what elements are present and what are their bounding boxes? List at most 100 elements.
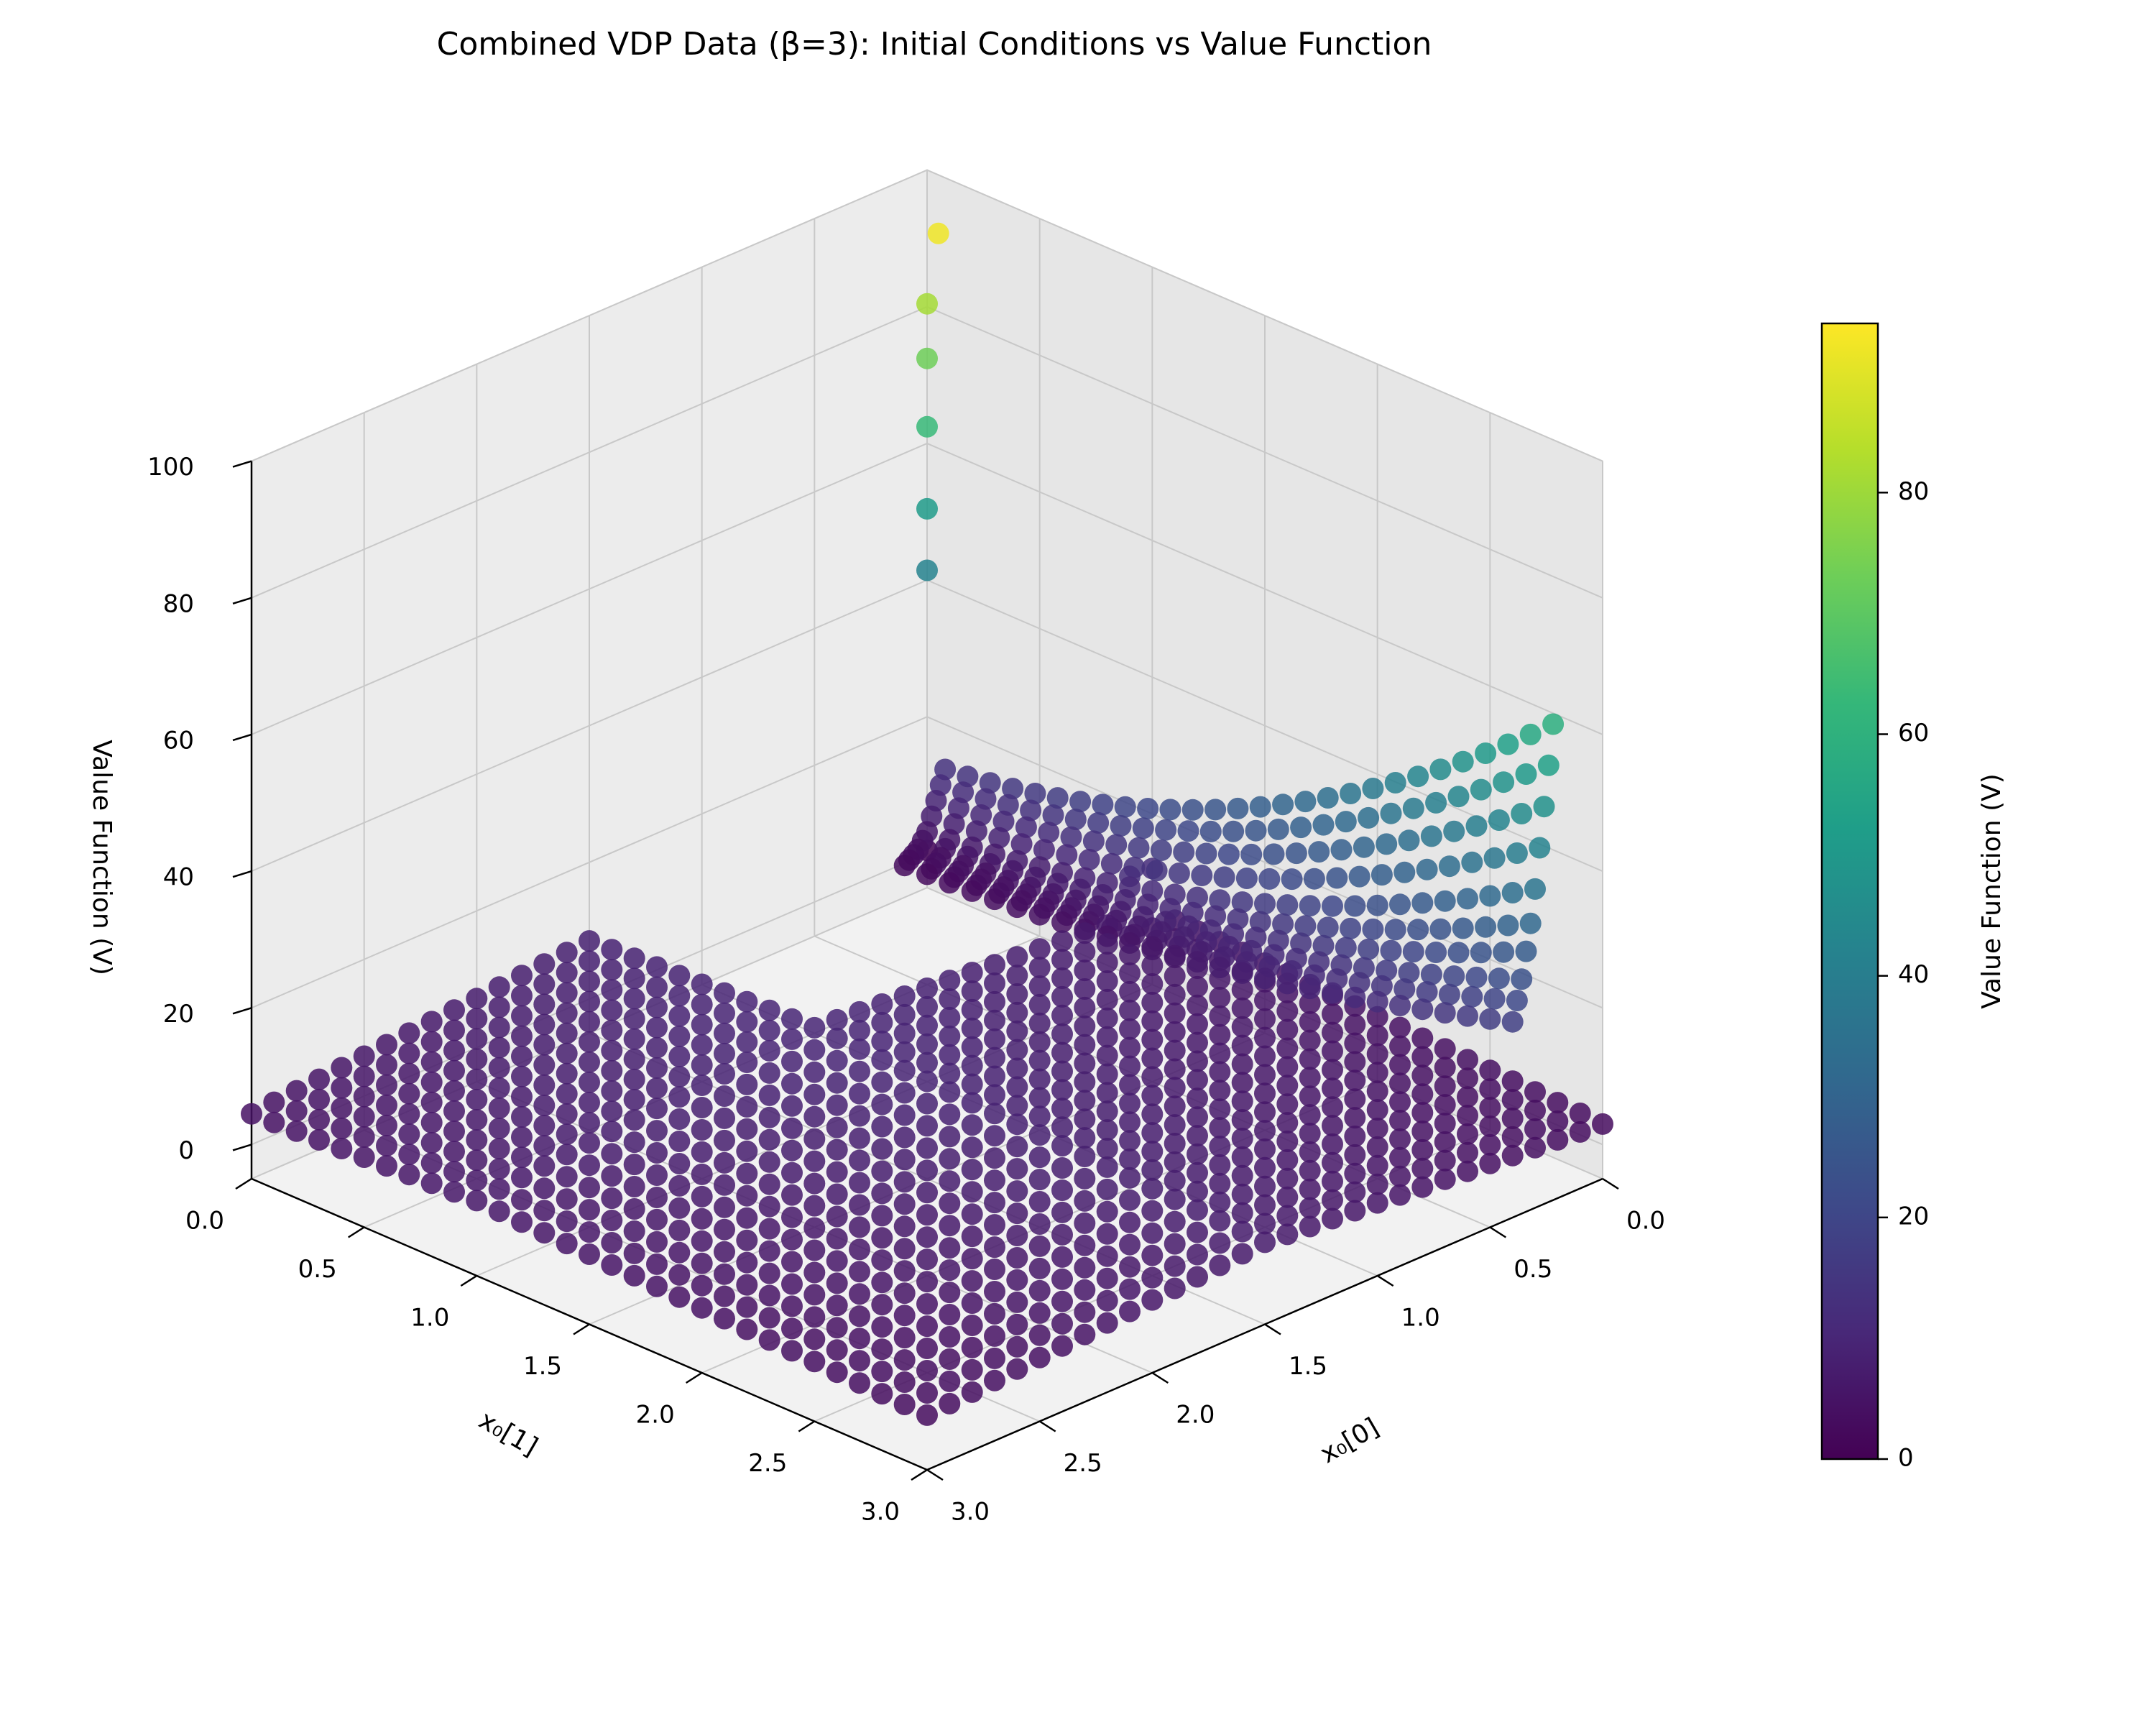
scatter-point <box>1231 978 1253 1000</box>
scatter-point <box>826 1183 848 1205</box>
scatter-point <box>871 1361 893 1383</box>
scatter-point <box>826 1161 848 1183</box>
scatter-point <box>1078 849 1100 870</box>
scatter-point <box>511 1189 533 1211</box>
scatter-point <box>556 1233 578 1255</box>
scatter-point <box>1475 916 1497 938</box>
scatter-point <box>1028 1068 1051 1090</box>
scatter-point <box>1384 919 1406 941</box>
scatter-point <box>1281 868 1303 891</box>
scatter-point <box>1006 1158 1028 1180</box>
scatter-point <box>916 1204 938 1226</box>
scatter-point <box>826 1049 848 1072</box>
scatter-point <box>1322 895 1343 917</box>
scatter-point <box>1096 1223 1118 1245</box>
scatter-point <box>466 1129 488 1151</box>
scatter-point <box>803 1105 826 1128</box>
scatter-point <box>1479 1152 1501 1174</box>
scatter-point <box>1443 965 1465 988</box>
scatter-point <box>758 1019 780 1041</box>
scatter-point <box>668 1264 691 1286</box>
scatter-point <box>758 1151 780 1173</box>
scatter-point <box>1299 1011 1321 1033</box>
scatter-point <box>1231 1146 1253 1168</box>
scatter-point <box>331 1138 353 1159</box>
scatter-point <box>511 1211 533 1233</box>
grid-line <box>926 443 1603 735</box>
scatter-point <box>1051 1079 1073 1101</box>
scatter-point <box>1006 983 1028 1005</box>
scatter-point <box>1420 825 1442 847</box>
scatter-point <box>579 1154 600 1177</box>
scatter-point <box>939 1304 961 1325</box>
scatter-point <box>466 1190 488 1212</box>
scatter-point <box>1227 797 1249 819</box>
scatter-point <box>331 1097 353 1119</box>
scatter-point <box>1366 1118 1388 1139</box>
scatter-point <box>1411 1176 1434 1198</box>
scatter-point <box>826 1339 848 1361</box>
scatter-point <box>893 1059 916 1082</box>
z-tick <box>232 597 252 604</box>
scatter-point <box>714 1022 735 1044</box>
x-tick-label: 2.5 <box>1064 1449 1102 1478</box>
scatter-point <box>736 1184 758 1207</box>
scatter-point <box>1389 1072 1411 1095</box>
scatter-point <box>646 996 668 1018</box>
scatter-point <box>1276 1205 1299 1227</box>
scatter-point <box>826 1138 848 1161</box>
scatter-point <box>1299 1048 1321 1070</box>
scatter-point <box>1051 1290 1073 1312</box>
z-tick <box>232 1007 252 1015</box>
scatter-point <box>1438 983 1460 1006</box>
scatter-point <box>691 1013 713 1036</box>
scatter-point <box>1249 796 1271 818</box>
scatter-point <box>736 1251 758 1274</box>
scatter-point <box>871 1011 893 1034</box>
scatter-point <box>1276 972 1299 995</box>
scatter-point <box>1344 1162 1366 1184</box>
scatter-point <box>1380 939 1402 962</box>
scatter-point <box>466 988 488 1010</box>
scatter-point <box>1479 1008 1501 1030</box>
scatter-point <box>1096 1026 1118 1048</box>
scatter-point <box>511 1167 533 1189</box>
scatter-point <box>1322 1059 1343 1081</box>
scatter-point <box>916 978 938 999</box>
scatter-point <box>1366 1006 1388 1028</box>
scatter-point <box>803 1150 826 1172</box>
scatter-point <box>1209 1154 1231 1176</box>
scatter-point <box>849 1149 870 1172</box>
scatter-point <box>1164 1233 1186 1255</box>
scatter-point <box>826 1094 848 1116</box>
scatter-point <box>1344 986 1366 1008</box>
scatter-point <box>927 222 949 244</box>
scatter-point <box>1028 1191 1051 1213</box>
scatter-point <box>533 973 556 995</box>
scatter-point <box>1411 998 1434 1021</box>
axes <box>232 460 1619 1481</box>
scatter-point <box>1119 999 1141 1021</box>
scatter-point <box>601 1039 623 1062</box>
scatter-point <box>668 985 691 1007</box>
scatter-point <box>1524 878 1546 900</box>
scatter-point <box>443 1059 465 1082</box>
scatter-point <box>1434 1002 1456 1024</box>
scatter-point <box>1461 985 1483 1008</box>
scatter-point <box>1317 787 1339 809</box>
scatter-point <box>1434 1075 1456 1098</box>
scatter-point <box>1501 1108 1524 1129</box>
scatter-point <box>1028 1169 1051 1191</box>
scatter-point <box>714 1129 735 1151</box>
scatter-point <box>488 1138 510 1160</box>
scatter-point <box>1074 1190 1096 1212</box>
scatter-point <box>623 1008 645 1030</box>
scatter-point <box>556 962 578 984</box>
scatter-point <box>579 1199 600 1221</box>
scatter-point <box>1177 820 1199 842</box>
scatter-point <box>1015 816 1037 838</box>
scatter-point <box>1515 940 1537 962</box>
scatter-point <box>984 1103 1005 1125</box>
scatter-point <box>961 998 983 1021</box>
scatter-point <box>1074 1301 1096 1323</box>
